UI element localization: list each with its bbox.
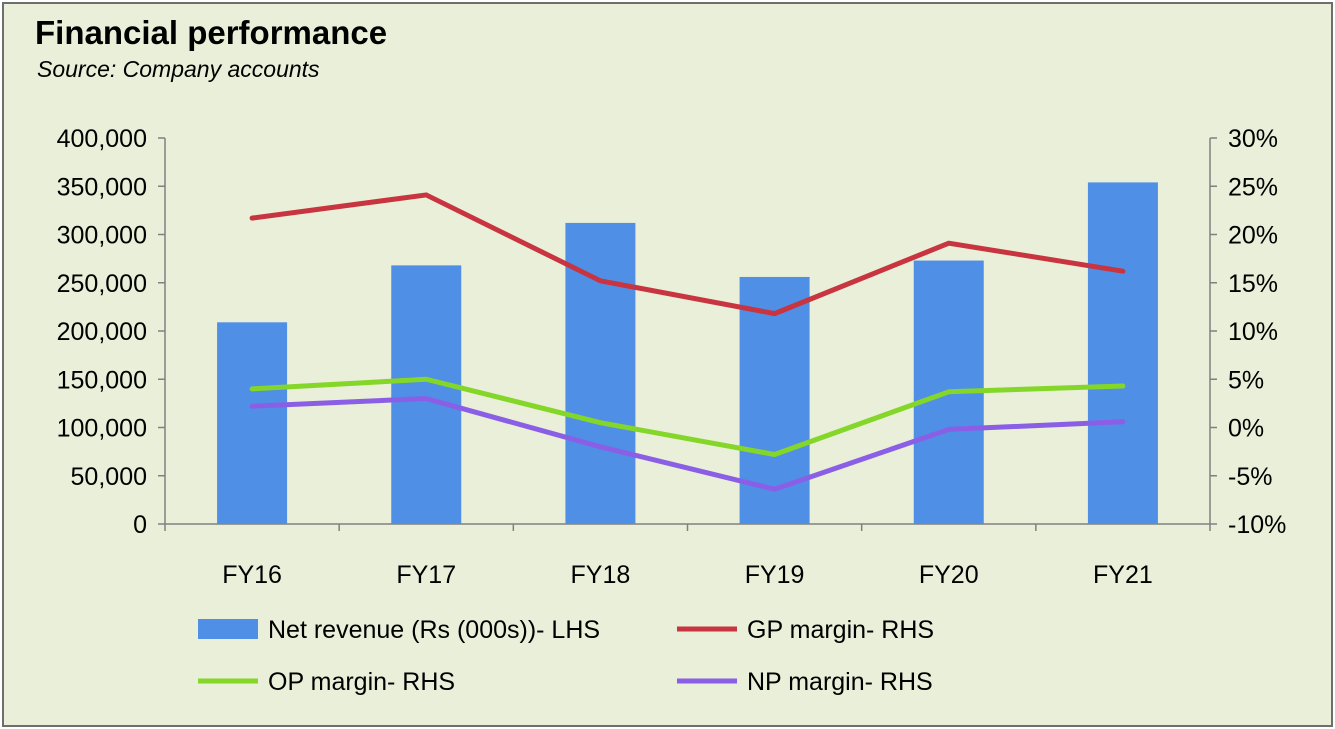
revenue-bar — [391, 265, 462, 524]
x-axis-tick-label: FY18 — [571, 561, 631, 589]
left-axis-tick-label: 300,000 — [57, 222, 147, 250]
margin-line-0 — [249, 192, 1126, 317]
x-axis-tick-label: FY21 — [1093, 561, 1153, 589]
legend-label: OP margin- RHS — [268, 668, 455, 696]
left-axis-tick-label: 150,000 — [57, 366, 147, 394]
chart-subtitle: Source: Company accounts — [37, 56, 320, 82]
chart-title: Financial performance — [35, 14, 388, 51]
left-axis-tick-label: 100,000 — [57, 415, 147, 443]
revenue-bar — [217, 322, 288, 524]
legend-label: Net revenue (Rs (000s))- LHS — [268, 616, 600, 644]
right-axis-tick-label: 5% — [1228, 366, 1264, 394]
right-axis-tick-label: -5% — [1228, 463, 1272, 491]
right-axis-tick-label: 15% — [1228, 270, 1278, 298]
left-axis-tick-label: 200,000 — [57, 318, 147, 346]
margin-line-1 — [249, 376, 1126, 458]
x-axis-tick-label: FY19 — [745, 561, 805, 589]
right-axis-tick-label: -10% — [1228, 511, 1286, 539]
legend-swatch-bar — [198, 619, 258, 639]
left-axis-tick-label: 0 — [133, 511, 147, 539]
legend-label: GP margin- RHS — [747, 616, 934, 644]
x-axis-tick-label: FY17 — [396, 561, 456, 589]
revenue-bar — [565, 222, 636, 525]
right-axis-tick-label: 20% — [1228, 222, 1278, 250]
right-axis-tick-label: 30% — [1228, 125, 1278, 153]
right-axis-tick-label: 10% — [1228, 318, 1278, 346]
left-axis-tick-label: 250,000 — [57, 270, 147, 298]
revenue-bar — [1087, 182, 1158, 524]
left-axis-tick-label: 400,000 — [57, 125, 147, 153]
right-axis-tick-label: 0% — [1228, 415, 1264, 443]
left-axis-tick-label: 350,000 — [57, 173, 147, 201]
right-axis-tick-label: 25% — [1228, 173, 1278, 201]
margin-line-2 — [249, 396, 1126, 492]
x-axis-tick-label: FY16 — [222, 561, 282, 589]
legend-label: NP margin- RHS — [747, 668, 933, 696]
x-axis-tick-label: FY20 — [919, 561, 979, 589]
left-axis-tick-label: 50,000 — [71, 463, 147, 491]
